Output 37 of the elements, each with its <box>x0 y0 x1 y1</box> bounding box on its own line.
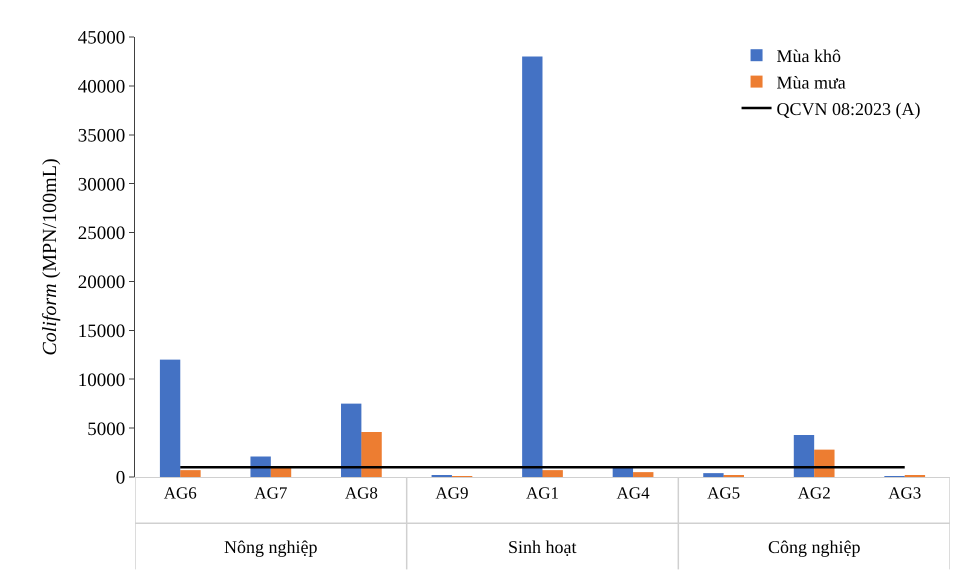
text: Công nghiệp <box>768 537 860 557</box>
bar <box>633 472 654 477</box>
x-tick-label: AG2 <box>798 483 831 502</box>
bar <box>794 434 814 477</box>
bar <box>341 404 362 477</box>
legend-label: QCVN 08:2023 (A) <box>776 99 921 120</box>
y-tick-label: 30000 <box>78 174 126 196</box>
bar <box>814 450 835 477</box>
x-tick-label: AG7 <box>254 483 288 502</box>
bar <box>160 360 180 477</box>
y-tick-label: 10000 <box>78 370 126 391</box>
y-tick-label: 15000 <box>78 320 126 342</box>
y-tick-label: 45000 <box>78 28 126 49</box>
text: Sinh hoạt <box>508 537 577 557</box>
y-axis-title: Coliform (MPN/100mL) <box>39 158 62 356</box>
x-tick-label: AG4 <box>616 483 650 502</box>
legend-label: Mùa mưa <box>776 72 846 93</box>
bar <box>522 56 542 477</box>
x-tick-label: AG1 <box>526 483 560 502</box>
text: Nông nghiệp <box>224 537 318 557</box>
bar <box>361 432 382 477</box>
bar <box>612 468 634 477</box>
y-tick-label: 5000 <box>87 418 126 440</box>
bar <box>703 473 724 477</box>
y-tick-label: 25000 <box>78 223 126 244</box>
x-tick-label: AG9 <box>435 483 468 502</box>
x-tick-label: AG5 <box>707 483 740 502</box>
bar <box>542 470 563 477</box>
y-tick-label: 20000 <box>78 272 126 294</box>
x-tick-label: AG8 <box>344 483 378 502</box>
y-tick-label: 35000 <box>78 125 126 146</box>
legend-label: Mùa khô <box>776 46 842 66</box>
y-tick-label: 0 <box>116 468 126 489</box>
x-tick-label: AG6 <box>164 483 197 502</box>
bar <box>180 470 201 477</box>
x-tick-label: AG3 <box>888 483 922 502</box>
y-tick-label: 40000 <box>78 76 126 98</box>
